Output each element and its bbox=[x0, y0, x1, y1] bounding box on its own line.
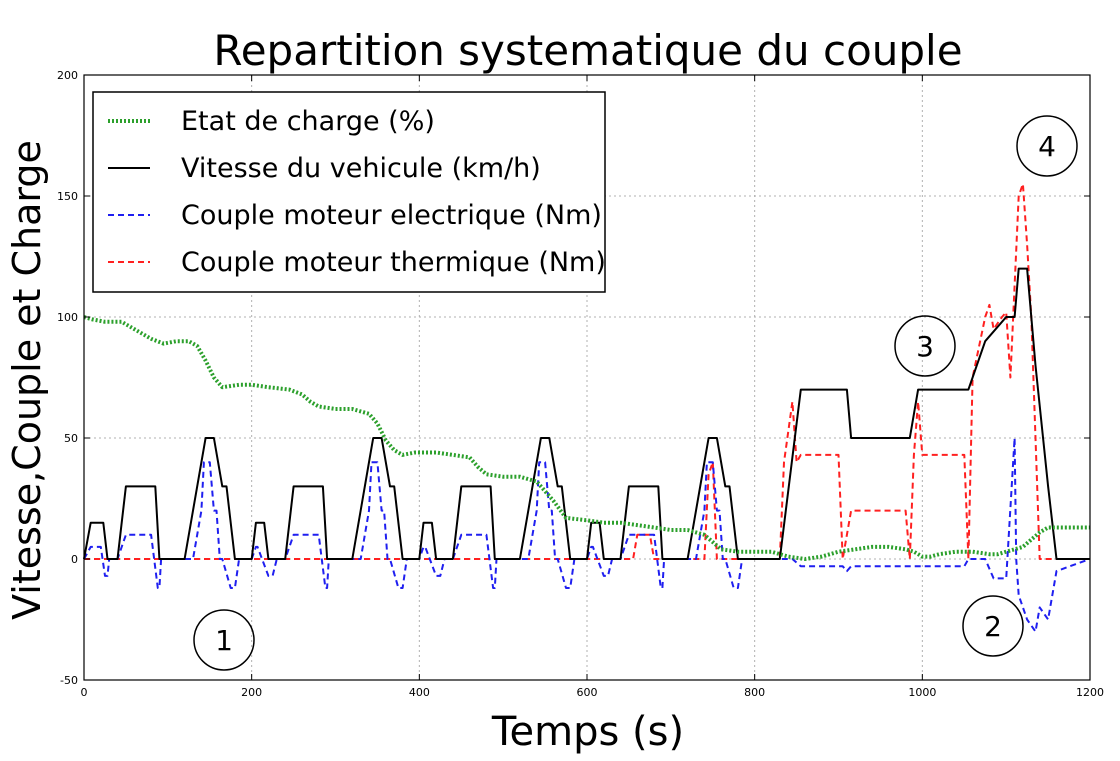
annotation-2-label: 2 bbox=[984, 610, 1002, 643]
annotation-3-label: 3 bbox=[916, 330, 934, 363]
annotation-3: 3 bbox=[894, 315, 956, 377]
x-axis-label: Temps (s) bbox=[491, 709, 684, 755]
x-tick-label: 1200 bbox=[1076, 686, 1104, 699]
annotation-2: 2 bbox=[962, 595, 1024, 657]
legend-label-2: Vitesse du vehicule (km/h) bbox=[181, 153, 541, 184]
series-line-4 bbox=[84, 182, 1090, 560]
y-tick-label: 150 bbox=[57, 190, 78, 203]
x-tick-label: 200 bbox=[241, 686, 262, 699]
legend-label-4: Couple moteur thermique (Nm) bbox=[181, 247, 606, 278]
series-line-1 bbox=[83, 315, 1090, 561]
y-tick-label: 50 bbox=[64, 432, 78, 445]
y-tick-label: 100 bbox=[57, 311, 78, 324]
x-tick-label: 800 bbox=[744, 686, 765, 699]
x-tick-label: 0 bbox=[81, 686, 88, 699]
y-tick-label: 0 bbox=[71, 553, 78, 566]
series-layer bbox=[83, 182, 1091, 633]
x-tick-label: 600 bbox=[577, 686, 598, 699]
x-tick-label: 400 bbox=[409, 686, 430, 699]
legend-label-1: Etat de charge (%) bbox=[181, 106, 435, 137]
legend-label-3: Couple moteur electrique (Nm) bbox=[181, 200, 602, 231]
y-axis-label: Vitesse,Couple et Charge bbox=[5, 140, 49, 620]
annotation-1: 1 bbox=[193, 609, 255, 671]
series-line-3 bbox=[83, 437, 1091, 633]
y-tick-label: -50 bbox=[60, 674, 78, 687]
legend-box bbox=[92, 91, 606, 293]
chart-title: Repartition systematique du couple bbox=[213, 26, 962, 75]
annotation-4: 4 bbox=[1016, 115, 1078, 177]
x-tick-label: 1000 bbox=[908, 686, 936, 699]
legend: Etat de charge (%) Vitesse du vehicule (k… bbox=[92, 91, 606, 293]
y-tick-label: 200 bbox=[57, 69, 78, 82]
annotation-1-label: 1 bbox=[215, 624, 233, 657]
annotation-4-label: 4 bbox=[1038, 130, 1056, 163]
series-line-2 bbox=[83, 267, 1090, 560]
